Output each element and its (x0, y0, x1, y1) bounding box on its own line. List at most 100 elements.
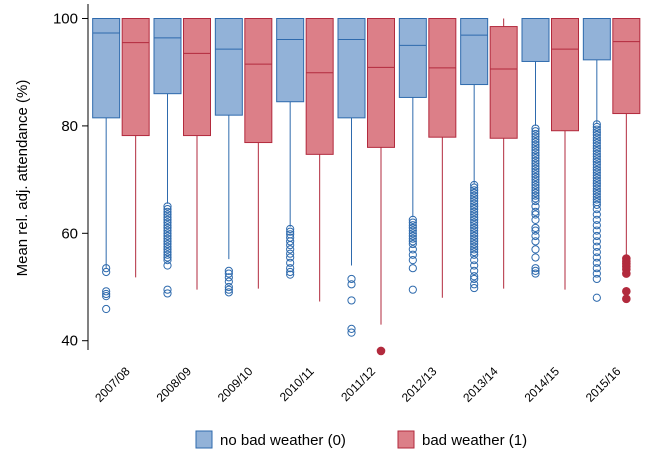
outlier-point (408, 215, 417, 224)
outlier-point-filled (622, 294, 631, 304)
y-axis-title: Mean rel. adj. attendance (%) (14, 80, 31, 277)
outlier-point (102, 264, 111, 273)
outlier-point (224, 282, 233, 292)
outlier-point (531, 154, 540, 163)
outlier-point (347, 280, 356, 289)
box-body (153, 18, 182, 95)
x-tick-label: 2008/09 (154, 364, 195, 405)
outlier-point (531, 186, 540, 195)
outlier-point (592, 171, 601, 180)
box-no-bad-weather (337, 18, 366, 337)
outlier-point (531, 245, 540, 254)
outlier-point (592, 247, 601, 257)
outlier-point (531, 167, 540, 176)
box-body (582, 18, 611, 61)
outlier-point (347, 328, 356, 337)
outlier-point (224, 285, 233, 294)
outlier-point (531, 137, 540, 147)
outlier-point (224, 288, 233, 297)
outlier-point (592, 205, 601, 214)
outlier-point (531, 237, 540, 246)
outlier-point (163, 239, 172, 249)
outlier-point (531, 156, 540, 165)
x-tick-label: 2012/13 (399, 364, 440, 405)
y-tick-label: 40 (61, 333, 78, 350)
outlier-point (592, 226, 601, 235)
outlier-point (592, 173, 601, 183)
outlier-point (592, 176, 601, 185)
legend: no bad weather (0) bad weather (1) (195, 430, 527, 449)
outlier-point (592, 195, 601, 204)
outlier-point (470, 237, 479, 246)
outlier-point (531, 127, 540, 136)
y-tick-label: 80 (61, 118, 78, 135)
outlier-point (592, 133, 601, 142)
outlier-point (224, 266, 233, 275)
outlier-point (286, 270, 295, 279)
outlier-point (286, 253, 295, 262)
outlier-point (470, 280, 479, 289)
outlier-point (163, 221, 172, 230)
outlier-point (531, 223, 540, 233)
outlier-point (286, 264, 295, 273)
outlier-point (470, 207, 479, 216)
outlier-point (531, 191, 540, 200)
outlier-point (592, 237, 601, 246)
box-body (92, 18, 121, 119)
legend-swatch (195, 430, 213, 449)
outlier-point (592, 231, 601, 241)
outlier-point-filled (622, 269, 631, 278)
outlier-point (470, 239, 479, 249)
legend-label: bad weather (1) (422, 432, 527, 449)
outlier-point (470, 272, 479, 281)
outlier-point (163, 256, 172, 265)
outlier-point (592, 165, 601, 175)
outlier-point (531, 196, 540, 206)
outlier-point (408, 229, 417, 238)
outlier-point (163, 242, 172, 251)
box-bad-weather (489, 18, 518, 289)
outlier-point (592, 253, 601, 262)
outlier-point (224, 273, 233, 282)
outlier-point (531, 207, 540, 216)
box-no-bad-weather (153, 18, 182, 298)
outlier-point (531, 264, 540, 273)
outlier-point (470, 274, 479, 284)
box-body (214, 18, 243, 116)
outlier-point (408, 285, 417, 294)
outlier-point (531, 210, 540, 219)
box-no-bad-weather (276, 18, 305, 279)
outlier-point (531, 194, 540, 203)
outlier-point (592, 200, 601, 209)
outlier-point (470, 221, 479, 230)
box-no-bad-weather (214, 18, 243, 297)
box-body (121, 18, 150, 137)
outlier-point (347, 274, 356, 284)
outlier-point (470, 242, 479, 251)
outlier-point (592, 269, 601, 278)
box-body (398, 18, 427, 98)
outlier-point (163, 229, 172, 238)
outlier-point (531, 135, 540, 144)
box-bad-weather (551, 18, 579, 290)
outlier-point (347, 324, 356, 333)
box-body (305, 18, 334, 155)
x-tick-label: 2010/11 (277, 364, 317, 404)
outlier-point (592, 141, 601, 150)
x-tick-label: 2009/10 (215, 364, 256, 405)
outlier-point (531, 226, 540, 235)
box-no-bad-weather (398, 18, 427, 294)
outlier-point (224, 269, 233, 278)
outlier-point (470, 196, 479, 206)
outlier-point (163, 247, 172, 257)
box-bad-weather (183, 18, 211, 290)
outlier-point (592, 258, 601, 267)
y-tick-label: 60 (61, 225, 78, 242)
outlier-point (408, 264, 417, 273)
legend-label: no bad weather (0) (220, 432, 346, 449)
outlier-point (163, 215, 172, 224)
outlier-point (470, 213, 479, 222)
outlier-point (592, 163, 601, 172)
x-tick-label: 2011/12 (338, 364, 378, 404)
